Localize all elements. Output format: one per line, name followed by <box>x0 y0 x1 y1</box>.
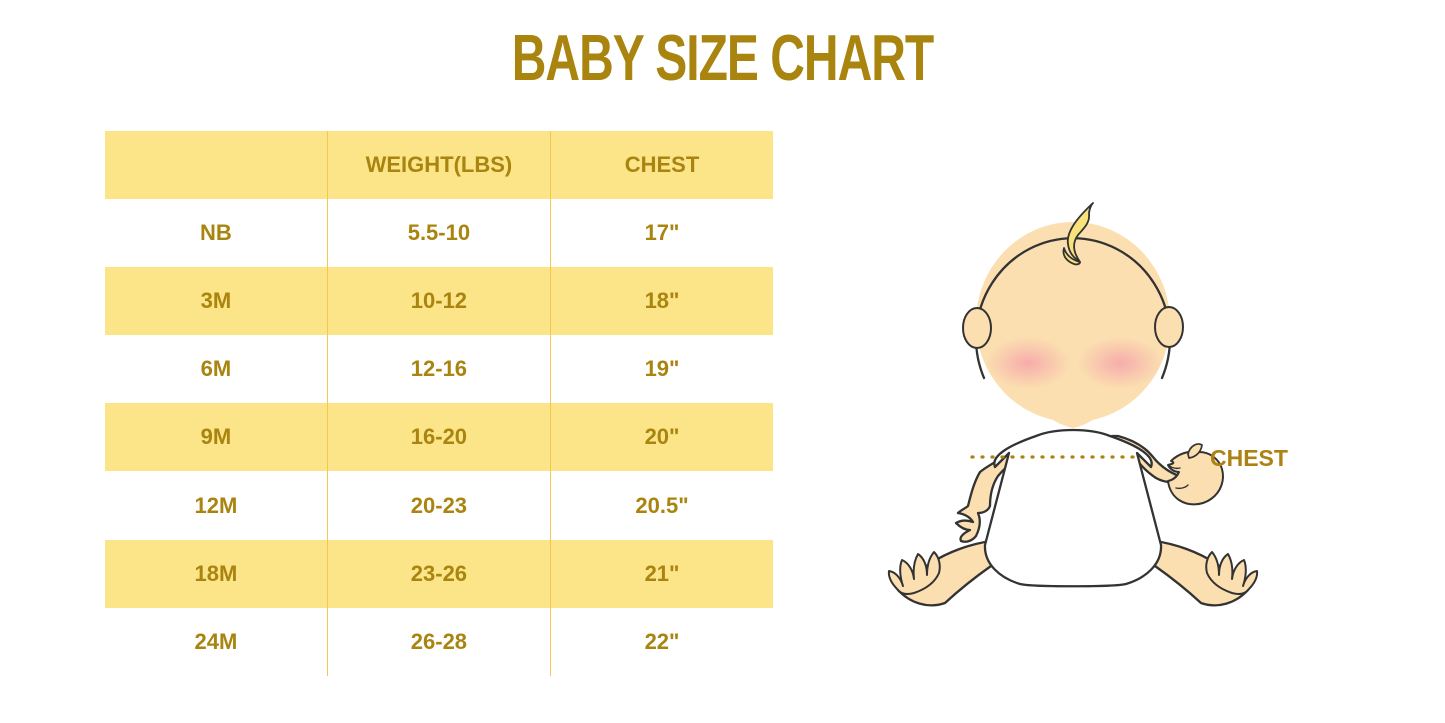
svg-text:CHEST: CHEST <box>1210 445 1288 471</box>
